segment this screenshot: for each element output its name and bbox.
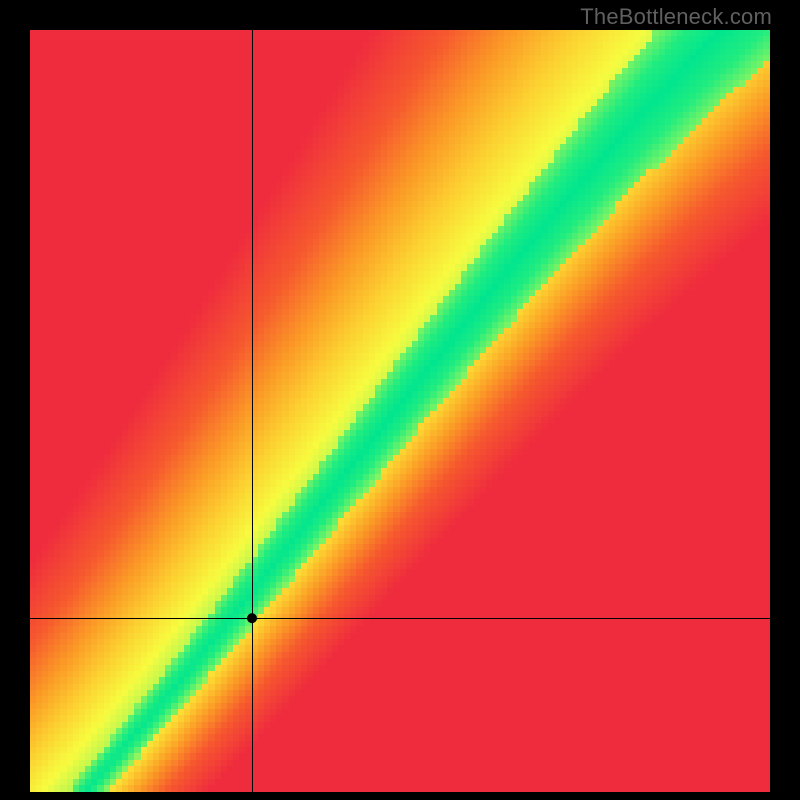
page-root: TheBottleneck.com <box>0 0 800 800</box>
bottleneck-heatmap <box>30 30 770 792</box>
watermark-text: TheBottleneck.com <box>580 4 772 30</box>
